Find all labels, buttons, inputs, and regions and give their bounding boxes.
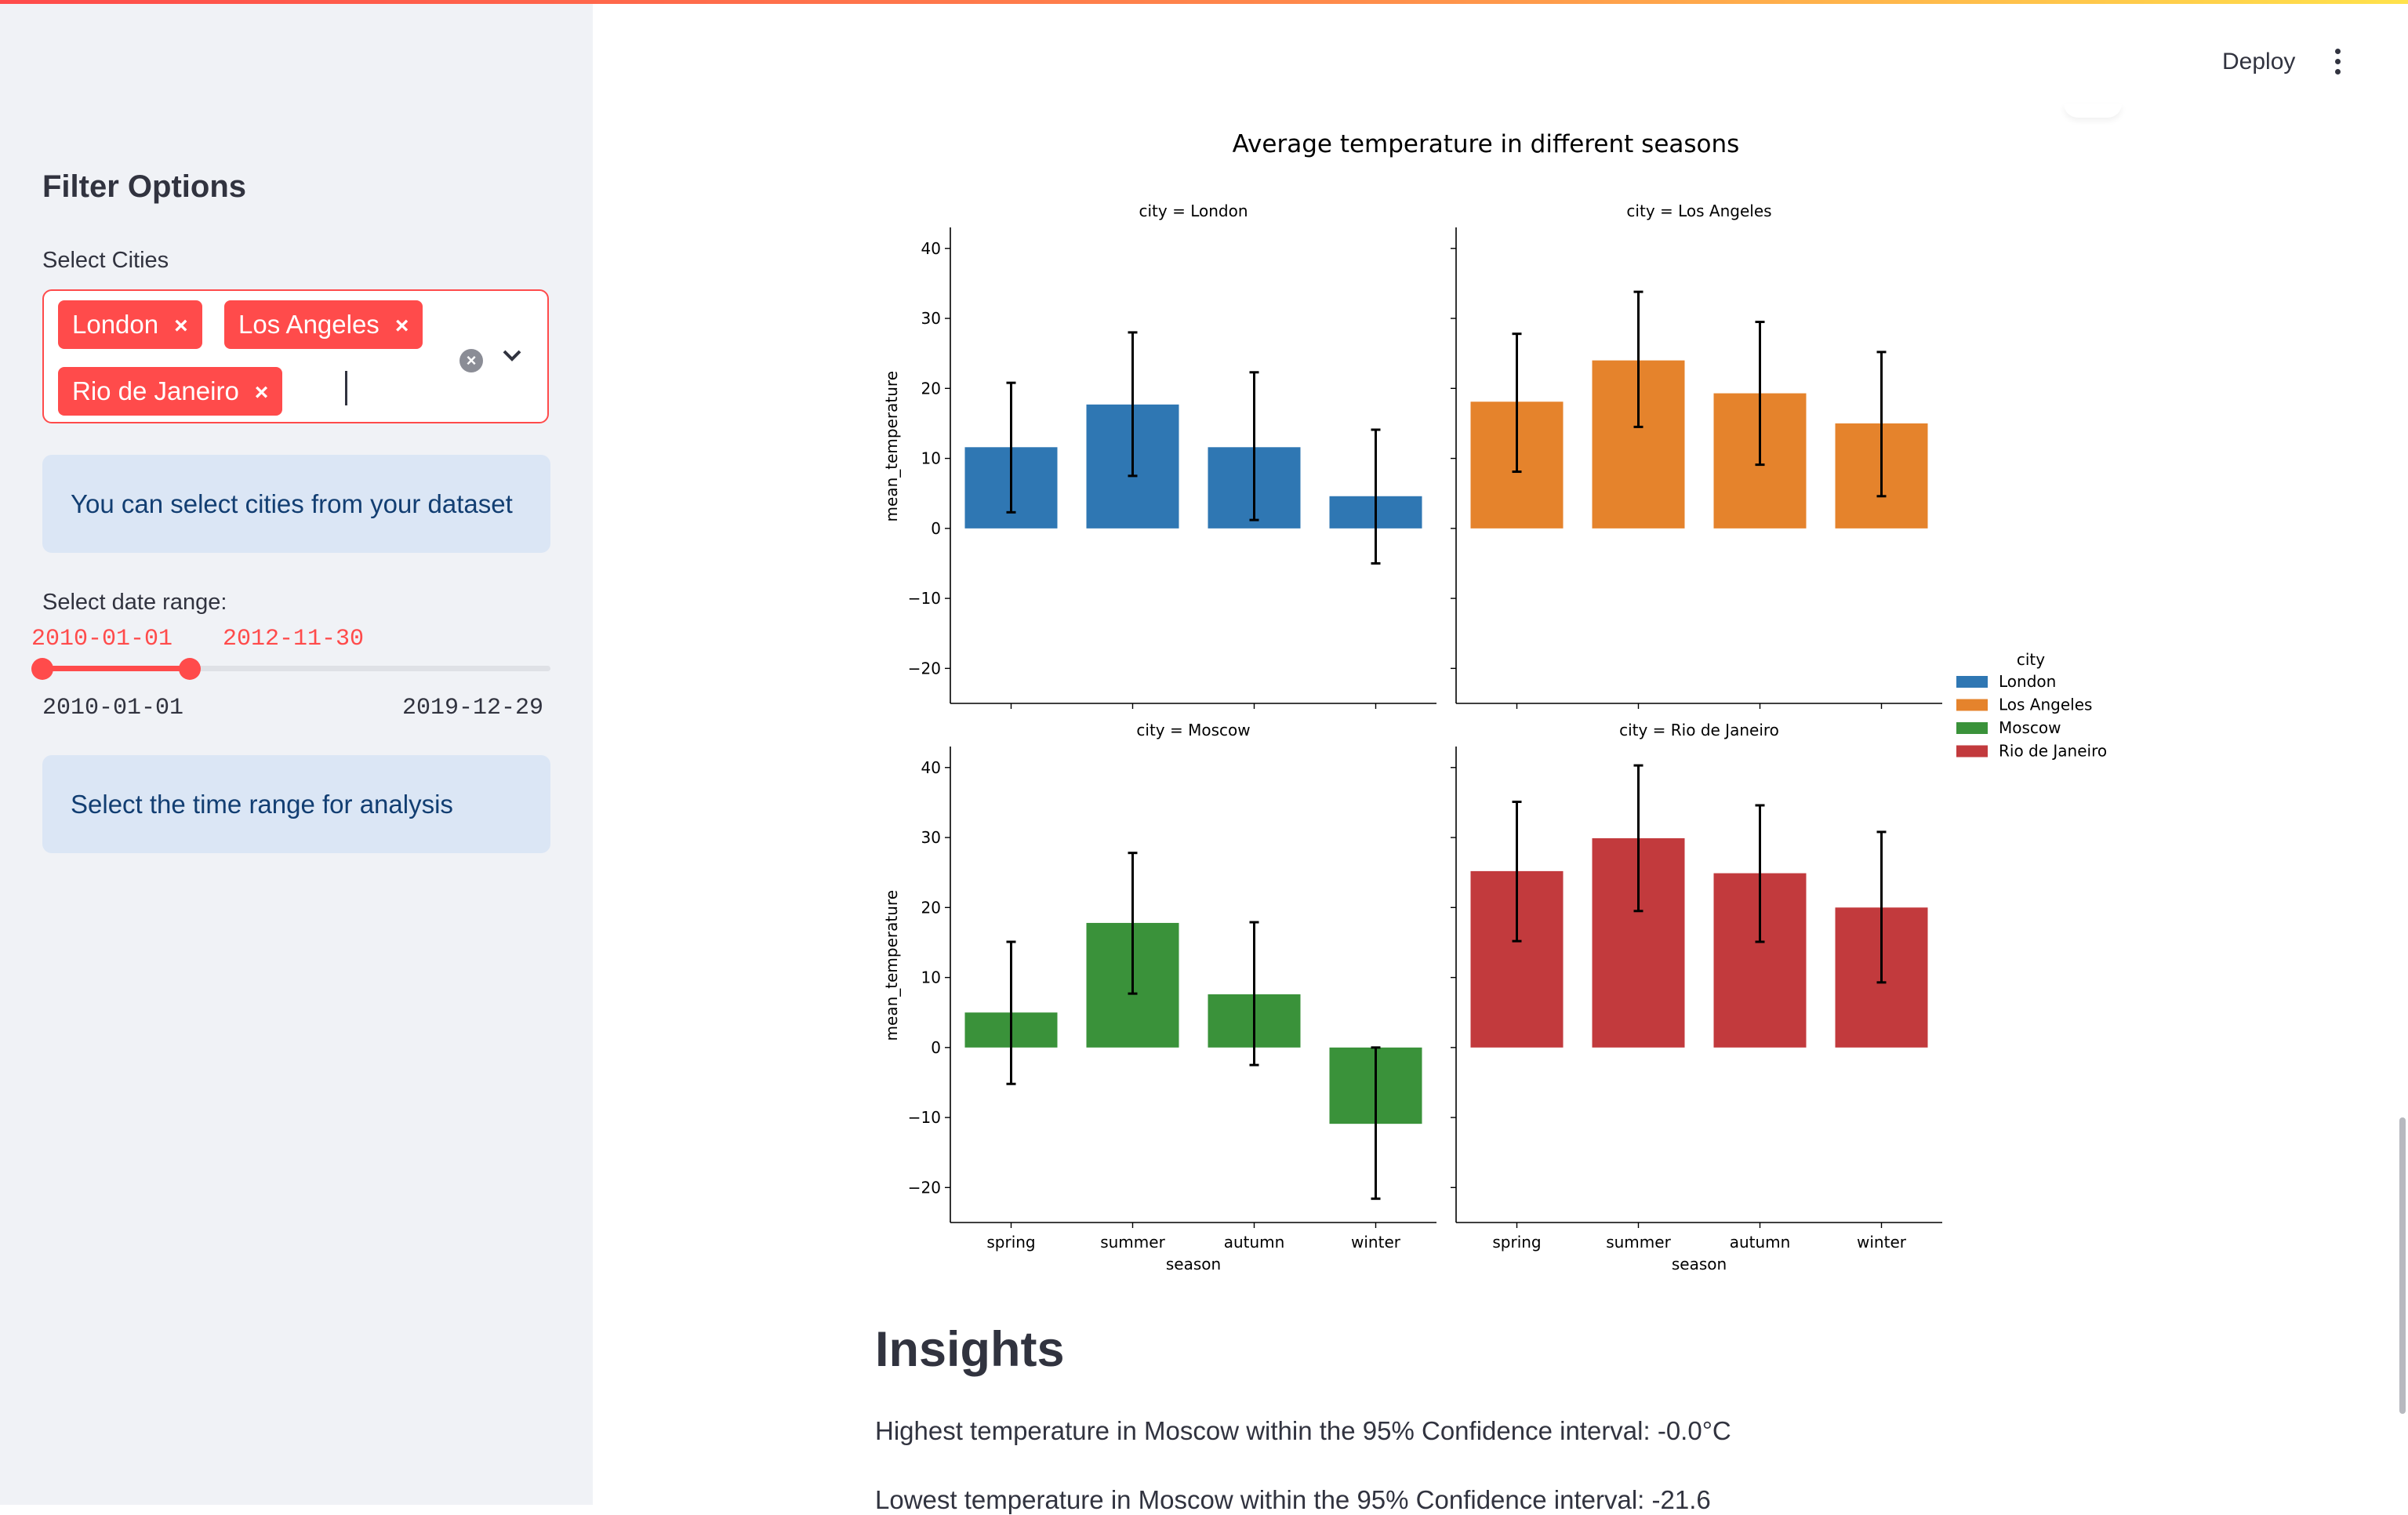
y-tick-label: 20 bbox=[921, 898, 941, 917]
sidebar-title: Filter Options bbox=[42, 169, 246, 204]
legend-title: city bbox=[2017, 650, 2045, 669]
legend-swatch bbox=[1956, 676, 1988, 688]
y-tick-label: 40 bbox=[921, 239, 941, 258]
slider-start-value: 2010-01-01 bbox=[31, 626, 173, 652]
y-tick-label: −10 bbox=[908, 589, 941, 608]
main-menu-icon[interactable] bbox=[2333, 49, 2344, 79]
legend-swatch bbox=[1956, 722, 1988, 734]
legend-entry: Rio de Janeiro bbox=[1999, 742, 2107, 761]
y-tick-label: 40 bbox=[921, 758, 941, 777]
date-slider-fill bbox=[42, 666, 190, 671]
legend-swatch bbox=[1956, 699, 1988, 711]
x-axis-label: season bbox=[1672, 1255, 1727, 1273]
top-decoration-bar bbox=[0, 0, 2408, 4]
temperature-chart: Average temperature in different seasons… bbox=[882, 130, 2107, 1273]
close-icon[interactable]: × bbox=[254, 380, 269, 405]
x-tick-label: summer bbox=[1100, 1233, 1165, 1252]
date-slider-start-thumb[interactable] bbox=[31, 658, 53, 680]
text-caret bbox=[345, 371, 347, 405]
insight-highest: Highest temperature in Moscow within the… bbox=[875, 1416, 1731, 1445]
insight-lowest: Lowest temperature in Moscow within the … bbox=[875, 1485, 1711, 1514]
deploy-button[interactable]: Deploy bbox=[2222, 49, 2296, 74]
date-slider-track[interactable] bbox=[42, 666, 550, 671]
chart-title: Average temperature in different seasons bbox=[1233, 130, 1740, 158]
slider-min-label: 2010-01-01 bbox=[42, 695, 184, 721]
chip-label: London bbox=[72, 310, 159, 339]
y-tick-label: 10 bbox=[921, 968, 941, 987]
chevron-down-icon[interactable] bbox=[502, 343, 522, 369]
y-tick-label: −20 bbox=[908, 659, 941, 678]
x-tick-label: winter bbox=[1351, 1233, 1401, 1252]
y-tick-label: 30 bbox=[921, 828, 941, 847]
chip-label: Los Angeles bbox=[238, 310, 380, 339]
cities-info-alert: You can select cities from your dataset bbox=[42, 455, 550, 553]
panel-title: city = Los Angeles bbox=[1626, 202, 1771, 220]
close-icon[interactable]: × bbox=[174, 313, 188, 339]
city-chip-rio-de-janeiro[interactable]: Rio de Janeiro × bbox=[58, 367, 283, 416]
y-tick-label: 10 bbox=[921, 449, 941, 468]
x-tick-label: winter bbox=[1857, 1233, 1907, 1252]
clear-all-icon[interactable]: × bbox=[459, 349, 483, 372]
city-multiselect[interactable]: London × Los Angeles × Rio de Janeiro × × bbox=[42, 289, 549, 423]
close-icon[interactable]: × bbox=[394, 313, 409, 339]
legend-entry: Los Angeles bbox=[1999, 696, 2092, 714]
slider-end-value: 2012-11-30 bbox=[223, 626, 365, 652]
panel-title: city = Rio de Janeiro bbox=[1619, 721, 1779, 739]
time-info-alert: Select the time range for analysis bbox=[42, 755, 550, 853]
y-tick-label: 0 bbox=[931, 1038, 941, 1057]
x-tick-label: autumn bbox=[1224, 1233, 1285, 1252]
y-tick-label: 20 bbox=[921, 379, 941, 398]
insights-heading: Insights bbox=[875, 1322, 1065, 1377]
scrollbar-thumb[interactable] bbox=[2399, 1117, 2406, 1414]
legend-entry: London bbox=[1999, 672, 2056, 691]
y-tick-label: −20 bbox=[908, 1178, 941, 1197]
slider-max-label: 2019-12-29 bbox=[402, 695, 544, 721]
x-tick-label: spring bbox=[986, 1233, 1035, 1252]
panel-title: city = London bbox=[1139, 202, 1248, 220]
legend-entry: Moscow bbox=[1999, 718, 2061, 737]
city-chip-los-angeles[interactable]: Los Angeles × bbox=[224, 300, 423, 349]
city-chip-london[interactable]: London × bbox=[58, 300, 202, 349]
legend-swatch bbox=[1956, 745, 1988, 758]
y-axis-label: mean_temperature bbox=[882, 371, 901, 521]
date-range-label: Select date range: bbox=[42, 590, 227, 615]
sidebar: Filter Options Select Cities London × Los… bbox=[0, 0, 593, 1505]
panel-title: city = Moscow bbox=[1136, 721, 1250, 739]
chip-label: Rio de Janeiro bbox=[72, 376, 239, 405]
select-cities-label: Select Cities bbox=[42, 248, 169, 273]
y-axis-label: mean_temperature bbox=[882, 890, 901, 1041]
date-slider-end-thumb[interactable] bbox=[178, 658, 201, 680]
y-tick-label: −10 bbox=[908, 1108, 941, 1127]
y-tick-label: 0 bbox=[931, 519, 941, 538]
x-tick-label: summer bbox=[1606, 1233, 1671, 1252]
x-tick-label: spring bbox=[1492, 1233, 1541, 1252]
element-toolbar-shadow bbox=[2064, 104, 2122, 118]
x-axis-label: season bbox=[1166, 1255, 1221, 1273]
x-tick-label: autumn bbox=[1730, 1233, 1791, 1252]
y-tick-label: 30 bbox=[921, 309, 941, 328]
